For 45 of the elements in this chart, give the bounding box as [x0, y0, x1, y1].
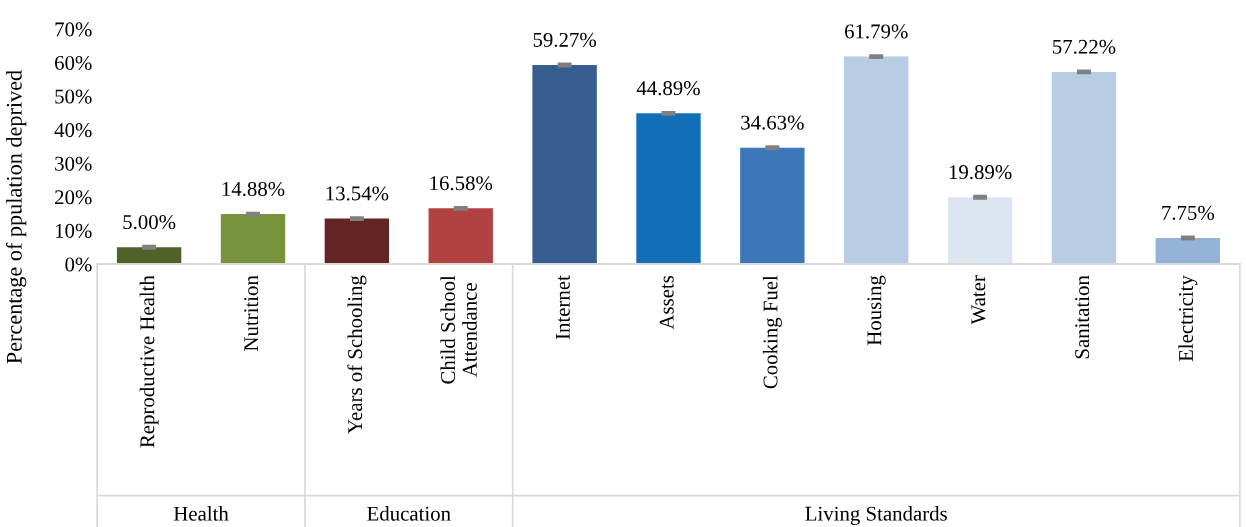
bar	[428, 208, 493, 265]
x-tick-label: Housing	[867, 275, 886, 346]
x-tick-label: Child School Attendance	[440, 275, 477, 384]
bar	[1051, 71, 1117, 265]
x-tick-label: Reproductive Health	[139, 275, 159, 448]
x-tick-label: Electricity	[1178, 275, 1198, 362]
data-label: 44.89%	[636, 81, 700, 96]
text: Education	[367, 506, 451, 521]
y-tick-label: 10%	[55, 223, 92, 238]
x-tick-label: Internet	[555, 275, 570, 340]
y-tick-label: 50%	[55, 89, 92, 104]
bar	[1155, 238, 1221, 265]
y-tick-label: 70%	[55, 22, 92, 37]
y-tick-label: 30%	[55, 156, 92, 171]
y-axis-title: Percentage of ppulation deprived	[5, 70, 27, 364]
bar	[636, 113, 701, 265]
x-tick-label: Assets	[659, 275, 674, 330]
y-tick-label: 40%	[54, 123, 92, 138]
bar	[324, 218, 390, 265]
data-label: 14.88%	[222, 181, 285, 197]
y-tick-label: 60%	[55, 55, 92, 71]
y-tick-label: 20%	[55, 190, 92, 205]
data-label: 57.22%	[1053, 39, 1116, 54]
x-tick-label: Cooking Fuel	[762, 275, 782, 389]
x-tick-label: Nutrition	[244, 275, 259, 351]
bar	[844, 56, 909, 265]
text: Health	[173, 506, 229, 521]
text: Living Standards	[805, 506, 947, 525]
data-label: 59.27%	[533, 32, 597, 47]
x-tick-label: Water	[971, 275, 986, 325]
data-label: 16.58%	[430, 176, 493, 191]
data-label: 19.89%	[949, 165, 1012, 180]
bar	[116, 247, 182, 265]
bar	[740, 147, 805, 265]
data-label: 7.75%	[1162, 205, 1215, 220]
data-label: 5.00%	[123, 215, 176, 230]
bar	[947, 197, 1013, 265]
y-tick-label: 0%	[65, 257, 92, 272]
x-tick-label: Years of Schooling	[347, 275, 367, 434]
x-tick-label: Sanitation	[1075, 275, 1090, 359]
bar	[220, 214, 286, 265]
data-label: 61.79%	[845, 24, 908, 39]
data-label: 34.63%	[741, 115, 804, 130]
bar	[532, 65, 597, 265]
data-label: 13.54%	[326, 186, 389, 201]
